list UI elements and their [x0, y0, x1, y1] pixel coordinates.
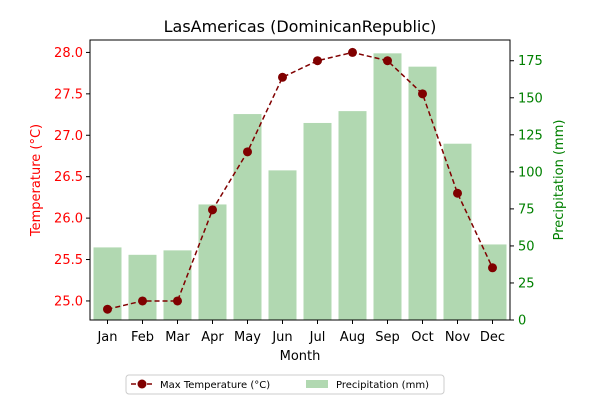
x-tick-label: Jun	[271, 330, 292, 345]
precipitation-bar	[408, 66, 437, 321]
x-tick-label: May	[234, 330, 261, 345]
y-right-tick-label: 125	[518, 128, 543, 143]
y-left-tick-label: 27.5	[54, 87, 83, 102]
y-axis-right-label: Precipitation (mm)	[552, 120, 567, 241]
temperature-point	[278, 72, 287, 82]
y-right-tick-label: 75	[518, 202, 535, 217]
temperature-point	[348, 47, 357, 57]
legend-frame	[125, 374, 445, 395]
temperature-point	[243, 147, 252, 157]
precipitation-bar	[163, 250, 192, 320]
precipitation-bar	[303, 122, 332, 321]
temperature-line-layer	[103, 47, 497, 314]
x-tick-label: Jan	[96, 330, 117, 345]
x-tick-label: Feb	[131, 330, 154, 345]
y-right-tick-label: 50	[518, 239, 535, 254]
plot-frame	[89, 39, 511, 321]
x-tick-label: Mar	[165, 330, 190, 345]
x-axis: Jan Feb Mar Apr May Jun Jul Aug Sep Oct Nov Dec	[96, 320, 505, 345]
temperature-point	[453, 188, 462, 198]
legend: Max Temperature (°C) Precipitation (mm)	[125, 374, 445, 395]
y-left-tick-label: 25.5	[54, 253, 83, 268]
precipitation-bar	[233, 114, 262, 321]
x-tick-label: Apr	[201, 330, 224, 345]
y-right-tick-label: 0	[518, 314, 526, 329]
y-right-tick-label: 25	[518, 276, 535, 291]
legend-label-temperature: Max Temperature (°C)	[160, 380, 270, 391]
y-left-tick-label: 26.0	[54, 212, 83, 227]
y-left-tick-label: 25.0	[54, 294, 83, 309]
x-tick-label: Sep	[375, 330, 400, 345]
legend-label-precipitation: Precipitation (mm)	[336, 380, 429, 391]
y-axis-left: 25.0 25.5 26.0 26.5 27.0 27.5 28.0	[54, 46, 90, 309]
y-left-tick-label: 27.0	[54, 129, 83, 144]
temperature-point	[383, 56, 392, 66]
y-left-tick-label: 26.5	[54, 170, 83, 185]
y-axis-left-label: Temperature (°C)	[29, 124, 44, 237]
temperature-point	[313, 56, 322, 66]
precipitation-bar	[198, 204, 227, 320]
temperature-point	[103, 304, 112, 314]
precipitation-bar	[268, 170, 297, 320]
precipitation-bar	[128, 254, 157, 320]
y-left-tick-label: 28.0	[54, 46, 83, 61]
y-right-tick-label: 175	[518, 54, 543, 69]
precipitation-bar	[478, 244, 507, 320]
x-tick-label: Oct	[411, 330, 433, 345]
x-tick-label: Jul	[309, 330, 326, 345]
temperature-point	[418, 89, 427, 99]
y-right-tick-label: 100	[518, 165, 543, 180]
x-tick-label: Aug	[340, 330, 365, 345]
y-axis-right: 0 25 50 75 100 125 150 175	[510, 54, 543, 329]
x-tick-label: Dec	[480, 330, 505, 345]
temperature-point	[173, 296, 182, 306]
precipitation-bar	[443, 143, 472, 320]
temperature-point	[138, 296, 147, 306]
precipitation-bars	[93, 53, 507, 321]
chart-title: LasAmericas (DominicanRepublic)	[164, 17, 437, 36]
temperature-point	[208, 205, 217, 215]
temperature-line	[107, 51, 494, 310]
x-axis-label: Month	[280, 349, 321, 364]
precipitation-bar	[373, 53, 402, 320]
legend-line-marker	[137, 379, 147, 389]
precipitation-bar	[338, 111, 367, 320]
x-tick-label: Nov	[445, 330, 471, 345]
y-right-tick-label: 150	[518, 91, 543, 106]
legend-bar-swatch	[306, 380, 328, 388]
temperature-point	[488, 263, 497, 273]
